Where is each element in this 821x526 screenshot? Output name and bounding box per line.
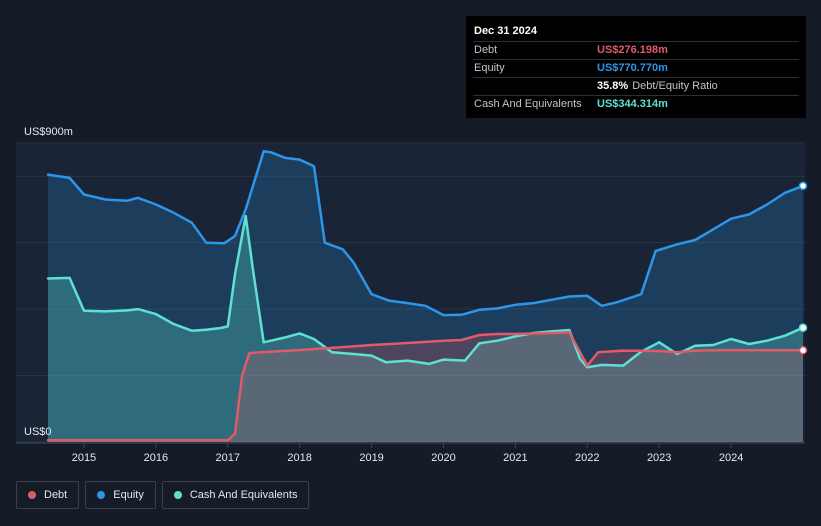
tooltip-value-ratio: 35.8% [597,80,629,92]
x-tick-label: 2018 [287,452,311,464]
legend-label-equity: Equity [113,489,144,501]
equity-end-marker [798,181,808,191]
series-lines [46,150,805,442]
tooltip-row-ratio: 35.8% Debt/Equity Ratio [473,77,799,95]
tooltip-row-cash: Cash And Equivalents US$344.314m [473,95,799,113]
tooltip-row-debt: Debt US$276.198m [473,41,799,59]
tooltip-row-equity: Equity US$770.770m [473,59,799,77]
x-tick-label: 2021 [503,452,527,464]
tooltip-value-debt: US$276.198m [597,44,668,56]
grid [16,142,805,444]
x-tick-label: 2024 [719,452,743,464]
debt-end-marker [798,346,808,355]
tooltip-value-equity: US$770.770m [597,62,668,74]
equity-line [46,150,805,317]
debt-dot-icon [28,491,36,499]
x-tick-label: 2017 [216,452,240,464]
cash-and-equivalents-end-marker [798,323,808,332]
y-label-bottom: US$0 [24,426,52,438]
x-tick-label: 2022 [575,452,599,464]
x-tick-label: 2020 [431,452,455,464]
legend-item-equity[interactable]: Equity [85,481,156,509]
x-tick-label: 2016 [144,452,168,464]
tooltip-panel: Dec 31 2024 Debt US$276.198m Equity US$7… [466,16,806,118]
x-tick-label: 2023 [647,452,671,464]
tooltip-label-equity: Equity [474,62,505,74]
cash-dot-icon [173,491,182,499]
cash-and-equivalents-line [46,214,805,369]
tooltip-ratio-caption: Debt/Equity Ratio [632,80,718,92]
tooltip-label-debt: Debt [474,44,498,56]
legend-label-debt: Debt [44,489,68,501]
tooltip-value-cash: US$344.314m [597,98,668,110]
legend-item-debt[interactable]: Debt [16,481,80,509]
legend: Debt Equity Cash And Equivalents [16,481,310,509]
end-markers [798,181,808,355]
series-areas [48,151,803,443]
tooltip-date: Dec 31 2024 [474,25,537,37]
tooltip-label-cash: Cash And Equivalents [474,98,582,110]
y-label-top: US$900m [24,126,73,138]
x-axis-ticks: 2015 2016 2017 2018 2019 2020 2021 2022 2023 2024 [72,443,743,464]
cash-and-equivalents-area [48,216,803,442]
equity-dot-icon [97,491,106,499]
legend-label-cash: Cash And Equivalents [189,489,298,501]
debt-line [46,331,805,442]
debt-area [48,332,803,442]
x-tick-label: 2015 [72,452,96,464]
legend-item-cash[interactable]: Cash And Equivalents [161,481,310,509]
plot-background [16,144,805,444]
tooltip-label-ratio [473,78,597,95]
equity-area [48,151,803,443]
x-tick-label: 2019 [359,452,383,464]
